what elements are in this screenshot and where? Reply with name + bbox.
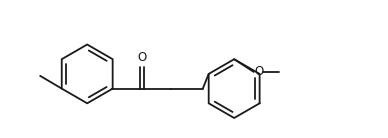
Text: O: O <box>137 51 146 64</box>
Text: O: O <box>255 65 264 78</box>
